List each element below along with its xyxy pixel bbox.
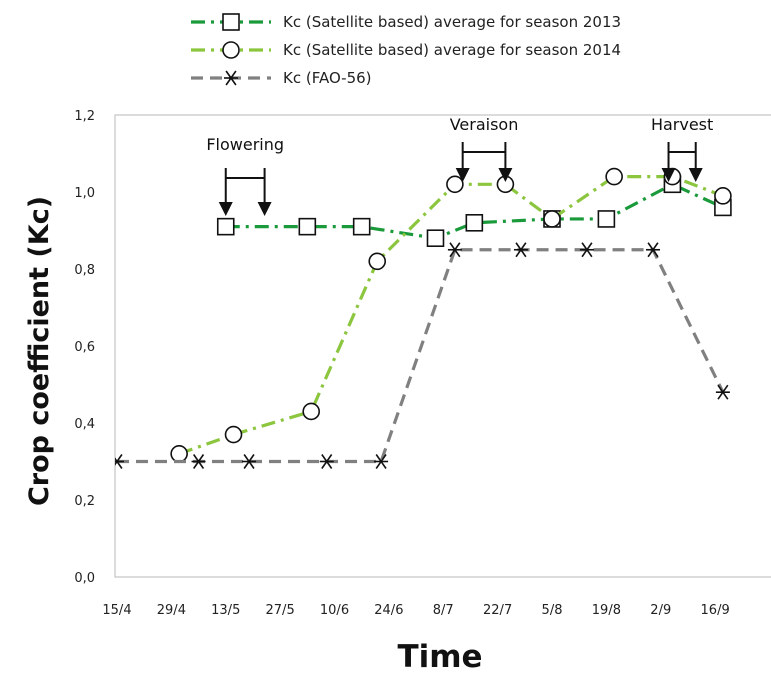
series-layer: [115, 167, 732, 469]
arrow-head: [455, 168, 470, 182]
data-point: [513, 242, 528, 258]
series-line: [178, 175, 724, 456]
data-point: [368, 252, 387, 271]
data-point: [543, 210, 561, 228]
legend-entry: Kc (Satellite based) average for season …: [191, 13, 621, 31]
annotation-veraison: Veraison: [450, 115, 519, 182]
data-point: [645, 242, 660, 258]
annotation-label: Harvest: [651, 115, 713, 134]
annotations: Flowering Veraison Harvest: [206, 115, 713, 216]
data-point: [302, 402, 321, 421]
plot-area: [114, 114, 771, 578]
data-point: [222, 41, 240, 59]
y-tick-label: 0,0: [74, 571, 95, 586]
data-point: [352, 217, 371, 236]
series-2: [170, 167, 732, 463]
x-tick-label: 16/9: [701, 603, 730, 618]
data-point: [242, 454, 257, 469]
y-tick-label: 1,2: [74, 109, 95, 124]
x-tick-label: 27/5: [266, 603, 295, 618]
legend: Kc (Satellite based) average for season …: [191, 13, 621, 87]
data-point: [597, 210, 616, 228]
data-point: [115, 454, 124, 469]
series-1: [216, 175, 732, 247]
data-point: [216, 217, 235, 236]
x-tick-label: 10/6: [320, 603, 349, 618]
data-point: [319, 454, 334, 469]
x-tick-label: 8/7: [433, 603, 454, 618]
data-point: [298, 217, 317, 236]
arrow-head: [661, 168, 676, 182]
x-axis-ticks: 15/4 29/4 13/5 27/5 10/6 24/6 8/7 22/7 5/8 19/8 2/…: [102, 603, 729, 618]
annotation-flowering: Flowering: [206, 135, 284, 216]
data-point: [579, 242, 594, 258]
data-point: [224, 70, 238, 86]
y-axis-label: Crop coefficient (Kc): [24, 196, 55, 506]
x-tick-label: 13/5: [211, 603, 240, 618]
series-3: [115, 242, 730, 469]
x-tick-label: 19/8: [592, 603, 621, 618]
data-point: [170, 444, 188, 463]
data-point: [426, 229, 445, 247]
annotation-harvest: Harvest: [651, 115, 713, 182]
arrow-head: [257, 202, 272, 216]
data-point: [714, 187, 732, 205]
x-tick-label: 24/6: [374, 603, 403, 618]
data-point: [374, 454, 389, 469]
data-point: [605, 167, 623, 186]
arrow-head: [688, 168, 703, 182]
data-point: [447, 242, 462, 258]
x-tick-label: 5/8: [542, 603, 563, 618]
x-tick-label: 15/4: [102, 603, 131, 618]
x-axis-label: Time: [397, 639, 482, 675]
y-tick-label: 0,4: [74, 417, 95, 432]
x-tick-label: 2/9: [650, 603, 671, 618]
x-tick-label: 22/7: [483, 603, 512, 618]
legend-label: Kc (Satellite based) average for season …: [283, 13, 621, 31]
legend-label: Kc (FAO-56): [283, 69, 372, 87]
data-point: [191, 454, 206, 469]
arrow-head: [498, 168, 513, 182]
legend-label: Kc (Satellite based) average for season …: [283, 41, 621, 59]
data-point: [222, 13, 240, 31]
y-tick-label: 0,2: [74, 494, 95, 509]
y-tick-label: 0,8: [74, 263, 95, 278]
annotation-label: Flowering: [206, 135, 284, 154]
data-point: [224, 425, 243, 444]
series-line: [117, 248, 725, 464]
legend-entry: Kc (Satellite based) average for season …: [191, 41, 621, 59]
legend-entry: Kc (FAO-56): [191, 69, 372, 87]
x-tick-label: 29/4: [157, 603, 186, 618]
annotation-label: Veraison: [450, 115, 519, 134]
y-tick-label: 1,0: [74, 186, 95, 201]
y-tick-label: 0,6: [74, 340, 95, 355]
data-point: [446, 175, 464, 194]
arrow-head: [218, 202, 233, 216]
data-point: [715, 384, 730, 400]
data-point: [465, 214, 484, 232]
y-axis-ticks: 0,0 0,2 0,4 0,6 0,8 1,0 1,2: [74, 109, 95, 586]
